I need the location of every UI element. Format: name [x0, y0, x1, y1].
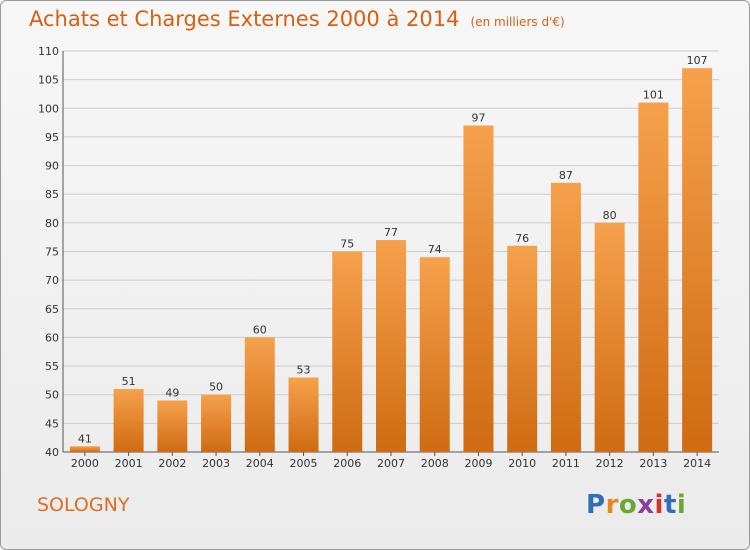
y-tick-label: 50 — [45, 389, 59, 402]
x-tick-label: 2000 — [71, 457, 99, 470]
bar-value-label: 101 — [643, 89, 664, 102]
bar-value-label: 75 — [340, 238, 354, 251]
x-tick-label: 2005 — [290, 457, 318, 470]
y-tick-label: 55 — [45, 360, 59, 373]
bar — [69, 446, 100, 452]
bar — [332, 251, 363, 452]
bar-value-label: 87 — [559, 169, 573, 182]
x-tick-label: 2010 — [508, 457, 536, 470]
bar — [638, 102, 669, 453]
bar-value-label: 49 — [165, 386, 179, 399]
y-tick-label: 65 — [45, 303, 59, 316]
bar — [288, 377, 319, 452]
bar — [463, 125, 494, 452]
y-tick-label: 105 — [38, 74, 59, 87]
y-tick-label: 80 — [45, 217, 59, 230]
x-tick-label: 2008 — [421, 457, 449, 470]
y-tick-label: 85 — [45, 188, 59, 201]
x-tick-label: 2014 — [683, 457, 711, 470]
proxiti-logo: Proxiti — [586, 490, 687, 520]
chart-title-row: Achats et Charges Externes 2000 à 2014 (… — [29, 7, 565, 31]
x-tick-label: 2002 — [158, 457, 186, 470]
bar — [507, 245, 538, 452]
bar-value-label: 97 — [471, 111, 485, 124]
bar-value-label: 74 — [428, 243, 442, 256]
bar-value-label: 77 — [384, 226, 398, 239]
bar-value-label: 53 — [297, 364, 311, 377]
y-tick-label: 100 — [38, 102, 59, 115]
y-tick-label: 70 — [45, 274, 59, 287]
bar-value-label: 50 — [209, 381, 223, 394]
x-tick-label: 2007 — [377, 457, 405, 470]
bar — [419, 257, 450, 452]
y-tick-label: 40 — [45, 446, 59, 459]
bar — [682, 68, 713, 452]
bar-value-label: 51 — [122, 375, 136, 388]
y-tick-label: 110 — [38, 45, 59, 58]
bar — [376, 240, 406, 452]
y-tick-label: 60 — [45, 331, 59, 344]
bar-value-label: 76 — [515, 232, 529, 245]
x-tick-label: 2012 — [596, 457, 624, 470]
chart-title: Achats et Charges Externes 2000 à 2014 — [29, 7, 460, 31]
x-tick-label: 2013 — [639, 457, 667, 470]
bar-value-label: 41 — [78, 432, 92, 445]
bar-value-label: 107 — [687, 54, 708, 67]
bar — [201, 394, 232, 452]
x-tick-label: 2003 — [202, 457, 230, 470]
y-tick-label: 75 — [45, 246, 59, 259]
x-tick-label: 2001 — [115, 457, 143, 470]
x-tick-label: 2004 — [246, 457, 274, 470]
y-tick-label: 45 — [45, 417, 59, 430]
bar — [113, 388, 144, 452]
bar-value-label: 60 — [253, 323, 267, 336]
bar — [157, 400, 188, 452]
x-tick-label: 2009 — [464, 457, 492, 470]
bar-value-label: 80 — [603, 209, 617, 222]
x-tick-label: 2006 — [333, 457, 361, 470]
bar — [594, 222, 625, 452]
bar — [244, 337, 275, 452]
commune-name: SOLOGNY — [37, 494, 130, 516]
bar — [550, 182, 581, 452]
chart-unit: (en milliers d'€) — [470, 15, 565, 29]
y-tick-label: 95 — [45, 131, 59, 144]
x-tick-label: 2011 — [552, 457, 580, 470]
y-tick-label: 90 — [45, 160, 59, 173]
